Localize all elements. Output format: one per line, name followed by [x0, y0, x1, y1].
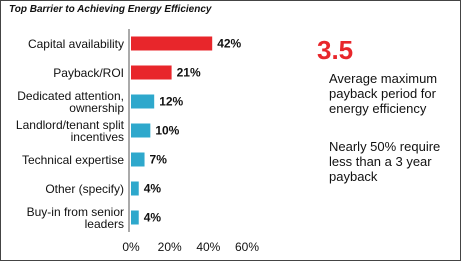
- bar: [131, 65, 172, 80]
- bar: [131, 152, 145, 167]
- headline-number: 3.5: [317, 35, 354, 65]
- bar: [131, 36, 213, 51]
- x-tick-label: 0%: [122, 240, 140, 254]
- x-tick-label: 20%: [158, 240, 182, 254]
- value-label: 7%: [150, 153, 168, 167]
- value-label: 10%: [155, 124, 179, 138]
- value-label: 4%: [144, 211, 162, 225]
- category-label: Capital availability: [27, 36, 124, 51]
- value-label: 21%: [177, 66, 201, 80]
- bar: [131, 123, 151, 138]
- category-label: Payback/ROI: [53, 65, 124, 80]
- category-label: Dedicated attention, ownership: [17, 88, 124, 115]
- bar: [131, 181, 139, 196]
- value-label: 42%: [217, 37, 241, 51]
- annotation: Average maximum payback period for energ…: [329, 71, 438, 116]
- category-label: Landlord/tenant split incentives: [15, 117, 124, 144]
- category-label: Technical expertise: [21, 152, 124, 167]
- category-label: Other (specify): [45, 181, 124, 196]
- x-tick-label: 60%: [235, 240, 259, 254]
- value-label: 12%: [159, 95, 183, 109]
- bar: [131, 210, 139, 225]
- annotation: Nearly 50% require less than a 3 year pa…: [329, 139, 441, 184]
- value-label: 4%: [144, 182, 162, 196]
- bar: [131, 94, 155, 109]
- chart-title: Top Barrier to Achieving Energy Efficien…: [9, 4, 212, 15]
- category-label: Buy-in from senior leaders: [26, 204, 124, 231]
- x-tick-label: 40%: [196, 240, 220, 254]
